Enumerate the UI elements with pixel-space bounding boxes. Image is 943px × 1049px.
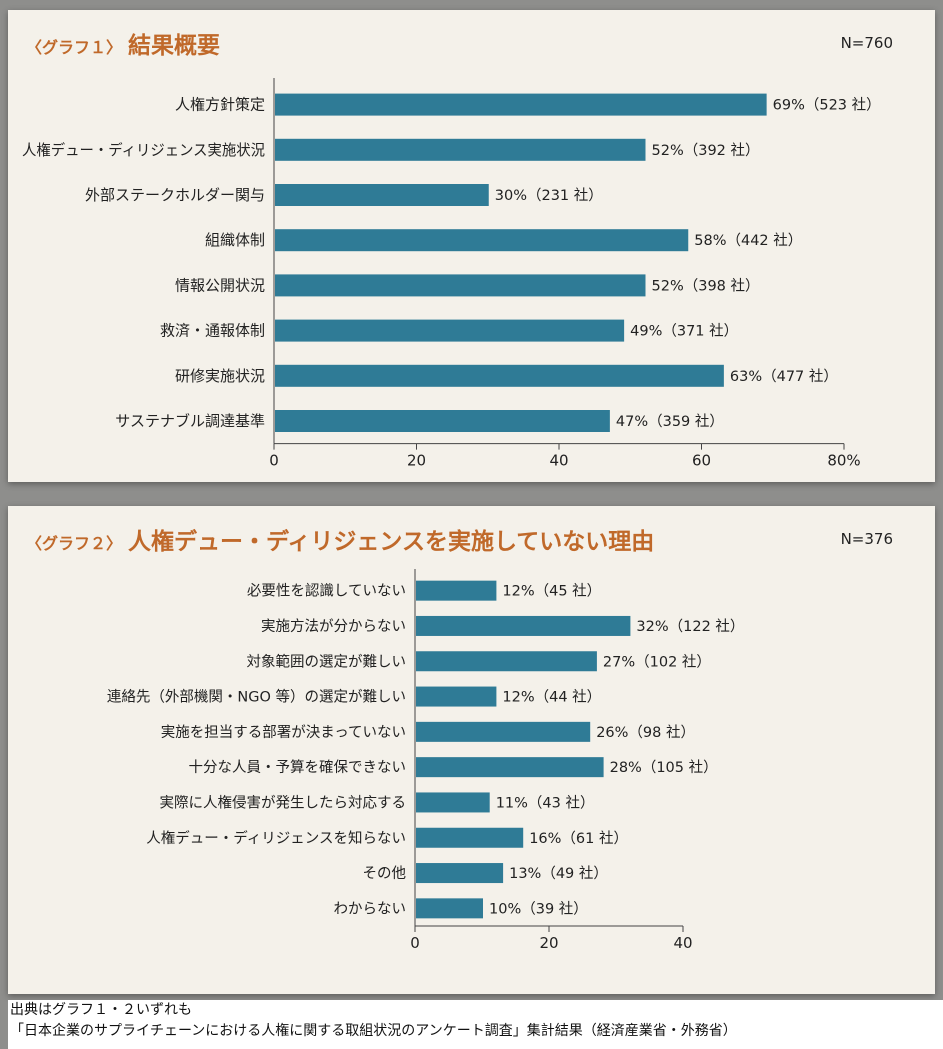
chart-0-bar	[275, 410, 610, 432]
chart-1-bar	[416, 827, 524, 848]
chart-2-tag: 〈グラフ２〉	[26, 534, 123, 553]
chart-1-category-label: 実施方法が分からない	[261, 618, 406, 635]
chart-0-bar	[275, 319, 625, 342]
chart-1-value-label: 12%（44 社）	[502, 689, 601, 706]
chart-0-bar	[275, 93, 767, 116]
chart-1-heading: 結果概要	[128, 33, 221, 59]
chart-1-category-label: わからない	[334, 900, 407, 917]
chart-0-bar	[275, 184, 489, 206]
chart-1-bar	[416, 898, 483, 919]
chart-0-bar	[275, 138, 646, 161]
source-note-line-1: 出典はグラフ１・２いずれも	[10, 1002, 192, 1018]
chart-0-category-label: 研修実施状況	[175, 367, 265, 385]
chart-1-bar	[416, 651, 597, 672]
chart-1-category-label: 十分な人員・予算を確保できない	[189, 759, 407, 776]
chart-0-value-label: 49%（371 社）	[630, 323, 738, 340]
chart-0-value-label: 69%（523 社）	[773, 97, 881, 114]
chart-0-value-label: 58%（442 社）	[694, 232, 802, 249]
chart-1-value-label: 10%（39 社）	[489, 900, 588, 917]
source-note-line-2: 「日本企業のサプライチェーンにおける人権に関する取組状況のアンケート調査」集計結…	[10, 1023, 737, 1039]
chart-1-value-label: 26%（98 社）	[596, 724, 695, 741]
chart-1-x-tick-label: 40	[673, 934, 692, 952]
chart-0-value-label: 30%（231 社）	[495, 187, 603, 204]
chart-1-sample-size: N=760	[840, 34, 893, 52]
source-note: 出典はグラフ１・２いずれも 「日本企業のサプライチェーンにおける人権に関する取組…	[8, 1000, 943, 1049]
chart-0-category-label: 救済・通報体制	[160, 322, 265, 340]
chart-1-value-label: 12%（45 社）	[502, 583, 601, 600]
chart-0-value-label: 63%（477 社）	[730, 368, 838, 385]
chart-1-bar	[416, 686, 497, 707]
chart-1-plot: 0 20 40 60 80% 人権方針策定 69%（523 社） 人権デュー・ディリジェンス実…	[22, 78, 881, 470]
chart-0-bar	[275, 274, 646, 297]
chart-0-category-label: 情報公開状況	[175, 276, 265, 294]
chart-2-title: 〈グラフ２〉 人権デュー・ディリジェンスを実施していない理由	[26, 522, 654, 556]
chart-0-x-tick-label: 80%	[827, 452, 860, 470]
chart-1-bar	[416, 721, 591, 742]
chart-1-value-label: 28%（105 社）	[610, 759, 718, 776]
chart-0-value-label: 52%（398 社）	[652, 277, 760, 294]
chart-1-category-label: 対象範囲の選定が難しい	[247, 652, 407, 670]
chart-0-x-tick-label: 40	[549, 452, 568, 470]
chart-1-category-label: 実際に人権侵害が発生したら対応する	[160, 794, 407, 811]
chart-2-sample-size: N=376	[840, 530, 893, 548]
chart-1-category-label: 実施を担当する部署が決まっていない	[161, 724, 406, 741]
chart-1-value-label: 13%（49 社）	[509, 865, 608, 882]
chart-0-category-label: 組織体制	[205, 231, 265, 249]
chart-0-value-label: 47%（359 社）	[616, 413, 724, 430]
chart-0-value-label: 52%（392 社）	[652, 142, 760, 159]
chart-1-value-label: 16%（61 社）	[529, 830, 628, 847]
chart-panel-1: 〈グラフ１〉 結果概要 N=760 0 20 40 60 80% 人権方針策定 69%（523…	[8, 10, 935, 482]
chart-panel-2: 〈グラフ２〉 人権デュー・ディリジェンスを実施していない理由 N=376 0 20 4…	[8, 506, 935, 994]
chart-1-category-label: 必要性を認識していない	[247, 583, 406, 600]
chart-1-title: 〈グラフ１〉 結果概要	[26, 26, 220, 60]
chart-0-category-label: 外部ステークホルダー関与	[85, 186, 265, 204]
chart-1-bar	[416, 615, 631, 636]
chart-1-bar	[416, 863, 504, 884]
chart-0-x-tick-label: 0	[269, 452, 279, 470]
chart-0-category-label: サステナブル調達基準	[115, 412, 265, 430]
chart-1-category-label: 連絡先（外部機関・NGO 等）の選定が難しい	[107, 688, 406, 706]
chart-1-tag: 〈グラフ１〉	[26, 38, 123, 57]
chart-1-x-tick-label: 0	[410, 934, 420, 952]
chart-0-category-label: 人権デュー・ディリジェンス実施状況	[22, 141, 265, 159]
chart-2-heading: 人権デュー・ディリジェンスを実施していない理由	[128, 529, 655, 555]
chart-0-x-tick-label: 60	[692, 452, 711, 470]
chart-0-bar	[275, 364, 724, 387]
chart-1-bar	[416, 580, 497, 601]
chart-0-bar	[275, 229, 689, 252]
chart-1-category-label: その他	[363, 865, 407, 882]
chart-1-bar	[416, 757, 604, 778]
chart-1-bar	[416, 792, 490, 813]
chart-1-value-label: 32%（122 社）	[636, 618, 744, 635]
chart-1-x-tick-label: 20	[539, 934, 558, 952]
chart-1-value-label: 11%（43 社）	[496, 794, 595, 811]
chart-1-value-label: 27%（102 社）	[603, 653, 711, 670]
chart-1-category-label: 人権デュー・ディリジェンスを知らない	[146, 829, 406, 847]
chart-2-plot: 0 20 40 必要性を認識していない 12%（45 社） 実施方法が分からない 32%（1…	[107, 569, 744, 952]
chart-0-category-label: 人権方針策定	[175, 96, 265, 114]
chart-0-x-tick-label: 20	[407, 452, 426, 470]
